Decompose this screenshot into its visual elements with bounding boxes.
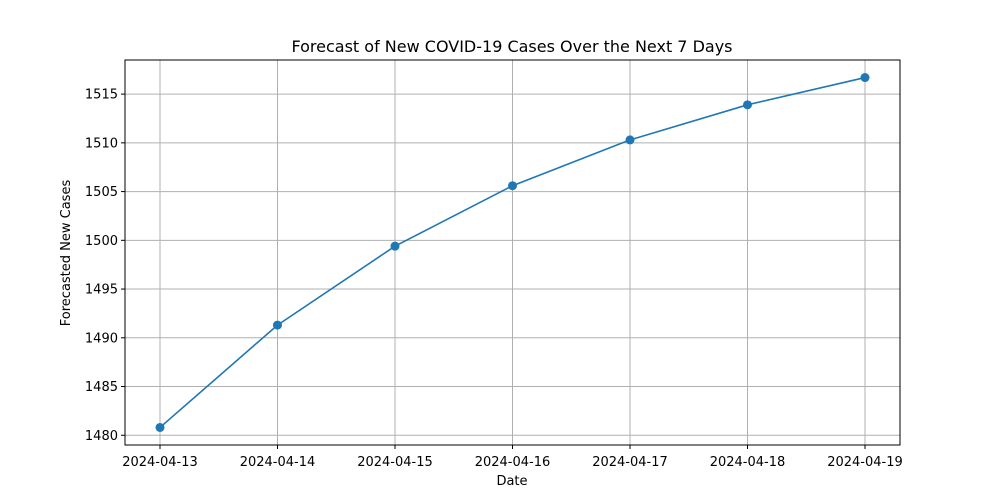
data-point <box>508 181 517 191</box>
x-tick-label: 2024-04-18 <box>710 455 786 470</box>
y-tick-label: 1495 <box>85 283 118 298</box>
data-point <box>860 73 870 83</box>
y-tick-label: 1490 <box>85 331 118 346</box>
y-tick-label: 1480 <box>85 429 118 444</box>
y-tick-label: 1505 <box>85 185 118 200</box>
x-axis-ticks: 2024-04-13 2024-04-14 2024-04-15 2024-04-16… <box>122 445 903 470</box>
chart-title: Forecast of New COVID-19 Cases Over the … <box>291 37 732 56</box>
y-tick-label: 1485 <box>85 380 118 395</box>
x-tick-label: 2024-04-17 <box>592 455 668 470</box>
y-tick-label: 1515 <box>85 88 118 103</box>
x-tick-label: 2024-04-15 <box>357 455 433 470</box>
y-tick-label: 1510 <box>85 136 118 151</box>
data-point <box>390 241 400 251</box>
y-axis-label: Forecasted New Cases <box>59 180 74 327</box>
data-point <box>273 320 282 330</box>
y-tick-label: 1500 <box>85 234 118 249</box>
data-point <box>155 422 165 432</box>
y-axis-ticks: 1480 1485 1490 1495 1500 1505 1510 1515 <box>85 88 125 444</box>
data-series <box>155 73 870 432</box>
data-point <box>625 135 635 145</box>
data-point <box>743 100 752 110</box>
x-tick-label: 2024-04-14 <box>240 455 316 470</box>
x-tick-label: 2024-04-16 <box>475 455 551 470</box>
x-tick-label: 2024-04-19 <box>827 455 903 470</box>
x-tick-label: 2024-04-13 <box>122 455 198 470</box>
x-axis-label: Date <box>496 474 527 489</box>
grid-lines <box>125 60 900 445</box>
